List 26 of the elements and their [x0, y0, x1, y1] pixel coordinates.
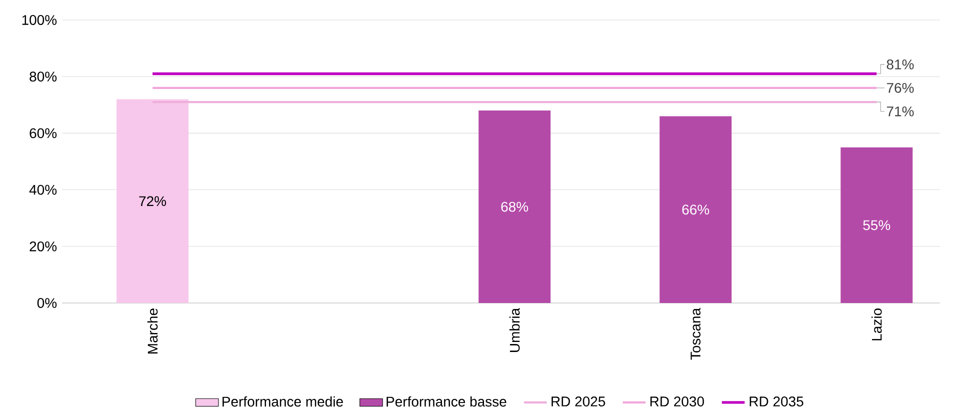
y-tick-label: 40% [29, 184, 57, 195]
x-tick-label: Marche [147, 308, 158, 354]
legend-label: Performance basse [386, 396, 506, 407]
bar [478, 110, 551, 303]
data-label: 81% [886, 59, 914, 70]
data-label: 55% [863, 220, 890, 230]
x-tick-label: Umbria [509, 308, 520, 352]
y-tick-label: 80% [30, 72, 57, 82]
y-tick-label: 60% [30, 128, 57, 138]
y-tick-label: 100% [22, 15, 57, 25]
y-tick-label: 0% [37, 298, 57, 308]
data-label: 68% [501, 202, 528, 212]
legend-label: RD 2035 [750, 396, 804, 406]
bar [660, 116, 732, 303]
legend-label: RD 2025 [552, 396, 606, 406]
data-label: 72% [139, 196, 166, 206]
legend-label: RD 2030 [650, 396, 704, 406]
bar [116, 99, 189, 303]
bar [840, 147, 913, 303]
data-label: 76% [886, 82, 914, 93]
x-tick-label: Lazio [871, 308, 882, 340]
y-tick-label: 20% [30, 241, 57, 252]
legend-label: Performance medie [222, 396, 343, 407]
data-label: 66% [682, 204, 710, 215]
data-label: 71% [886, 106, 914, 116]
x-tick-label: Toscana [690, 308, 700, 360]
